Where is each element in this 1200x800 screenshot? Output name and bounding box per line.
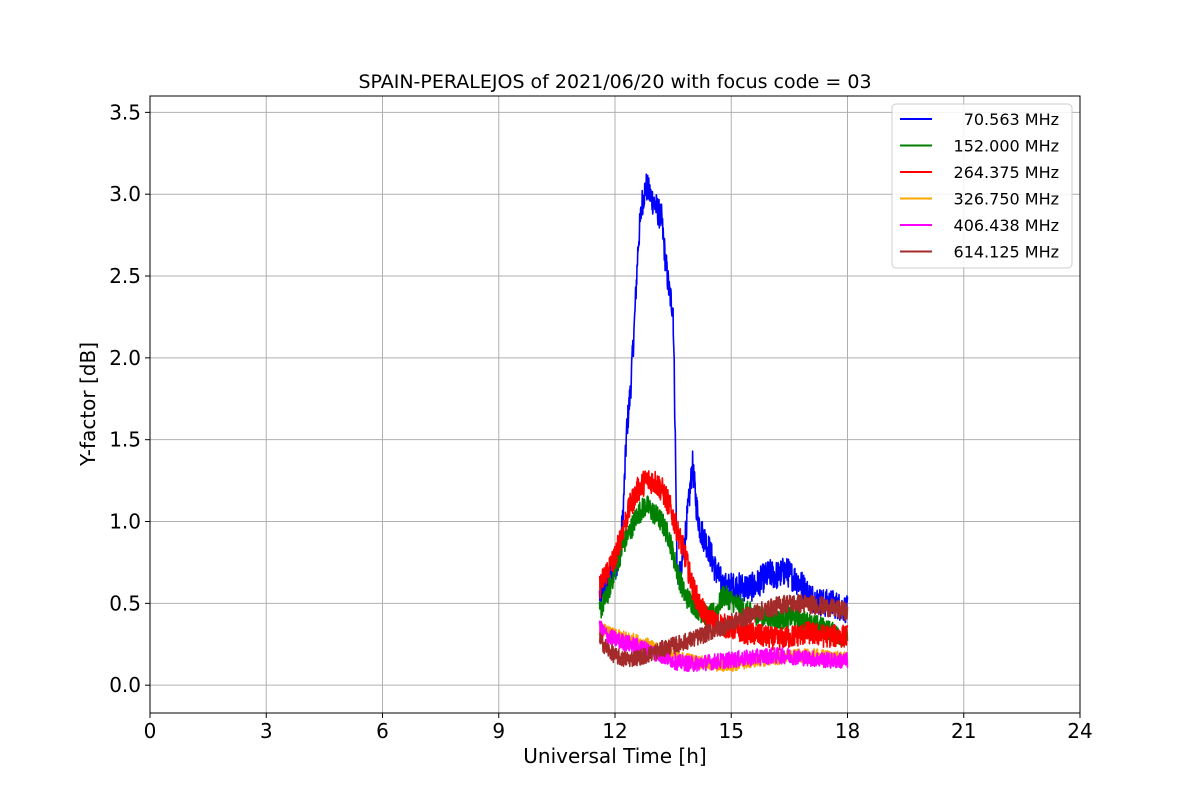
x-tick-label: 9 xyxy=(492,719,505,743)
x-axis-label: Universal Time [h] xyxy=(523,744,706,768)
y-tick-label: 0.0 xyxy=(109,673,141,697)
x-tick-label: 24 xyxy=(1067,719,1092,743)
plot-series xyxy=(598,173,849,673)
y-axis-label: Y-factor [dB] xyxy=(76,342,100,467)
y-tick-label: 3.0 xyxy=(109,182,141,206)
series-line xyxy=(598,495,849,647)
x-tick-label: 0 xyxy=(144,719,157,743)
x-tick-label: 12 xyxy=(602,719,627,743)
x-axis-ticks: 0 3 6 9 12 15 18 21 24 xyxy=(144,713,1093,743)
y-tick-label: 3.5 xyxy=(109,100,141,124)
legend-items: 70.563 MHz 152.000 MHz 264.375 MHz 326.750 … xyxy=(900,110,1059,262)
legend-label: 70.563 MHz xyxy=(964,110,1059,129)
legend-label: 406.438 MHz xyxy=(954,216,1059,235)
legend-label: 152.000 MHz xyxy=(954,137,1059,156)
y-tick-label: 1.5 xyxy=(109,428,141,452)
legend: 70.563 MHz 152.000 MHz 264.375 MHz 326.750 … xyxy=(891,103,1073,269)
series-line xyxy=(598,593,849,668)
x-tick-label: 6 xyxy=(376,719,389,743)
y-tick-label: 2.5 xyxy=(109,264,141,288)
y-tick-label: 1.0 xyxy=(109,510,141,534)
legend-label: 264.375 MHz xyxy=(954,163,1059,182)
legend-label: 614.125 MHz xyxy=(954,243,1059,262)
y-tick-label: 0.5 xyxy=(109,591,141,615)
y-axis-ticks: 0.0 0.5 1.0 1.5 2.0 2.5 3.0 3.5 xyxy=(109,100,150,697)
legend-label: 326.750 MHz xyxy=(954,190,1059,209)
x-tick-label: 3 xyxy=(260,719,273,743)
chart-title: SPAIN-PERALEJOS of 2021/06/20 with focus… xyxy=(358,71,871,93)
series-line xyxy=(598,470,849,651)
y-tick-label: 2.0 xyxy=(109,346,141,370)
x-tick-label: 18 xyxy=(835,719,860,743)
legend-box xyxy=(891,103,1073,269)
x-tick-label: 15 xyxy=(719,719,744,743)
x-tick-label: 21 xyxy=(951,719,976,743)
